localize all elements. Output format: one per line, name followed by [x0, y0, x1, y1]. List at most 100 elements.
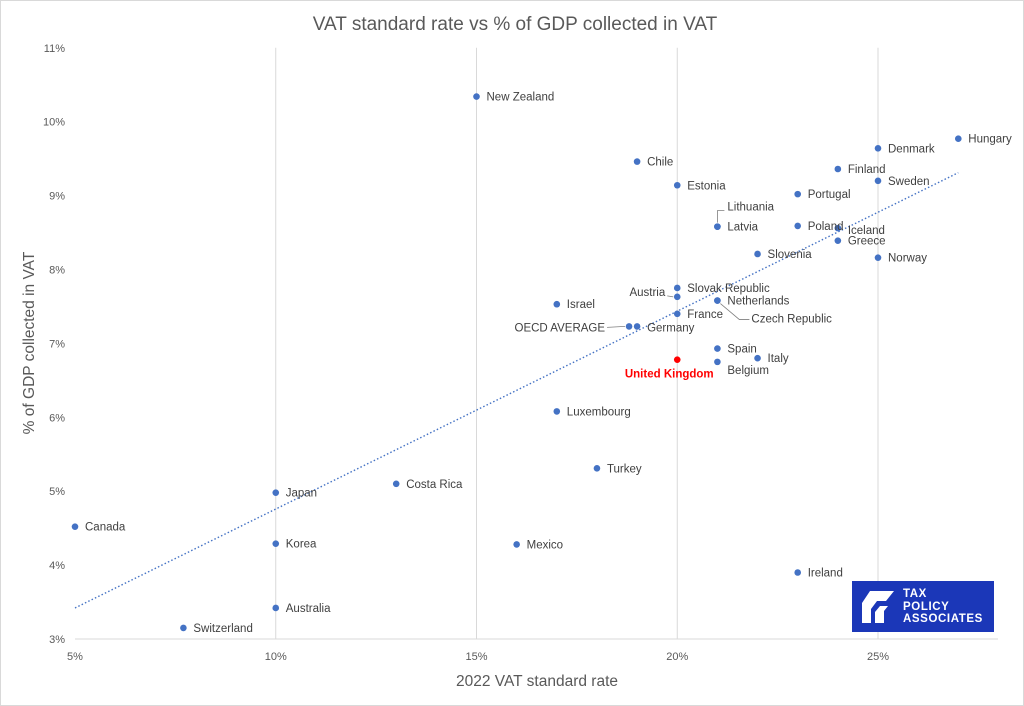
x-tick-label: 5% [67, 651, 83, 663]
data-labels: New Zealand Hungary Denmark Chile FinlandSwe… [85, 92, 1012, 635]
data-label: Canada [85, 522, 126, 534]
chart-title: VAT standard rate vs % of GDP collected … [313, 14, 718, 35]
data-label: Estonia [687, 180, 726, 192]
label-leader-line [607, 326, 626, 328]
data-point [834, 165, 842, 173]
data-label: Switzerland [193, 623, 252, 635]
x-tick-label: 15% [465, 651, 487, 663]
x-tick-label: 25% [867, 651, 889, 663]
data-label: Denmark [888, 143, 935, 155]
data-label: Costa Rica [406, 479, 463, 491]
data-point [714, 223, 721, 230]
data-point [794, 222, 801, 230]
x-tick-label: 20% [666, 651, 688, 663]
y-tick-label: 5% [49, 486, 65, 498]
y-tick-label: 3% [49, 634, 65, 646]
gridlines [275, 47, 879, 639]
data-label: Ireland [808, 567, 843, 579]
y-tick-label: 9% [49, 191, 65, 203]
y-tick-label: 11% [44, 43, 65, 55]
data-point [754, 250, 761, 258]
data-label: Poland [808, 221, 844, 233]
data-label: Luxembourg [567, 406, 631, 418]
data-point [874, 145, 882, 152]
data-label: Korea [286, 539, 317, 551]
data-point [473, 93, 480, 100]
data-point [673, 356, 681, 363]
data-label: Sweden [888, 176, 930, 188]
data-label: Israel [567, 299, 595, 311]
data-point [553, 300, 561, 308]
y-tick-label: 10% [43, 117, 65, 129]
data-point [874, 254, 882, 261]
data-label: Belgium [727, 365, 769, 377]
data-point [392, 480, 400, 488]
data-point [593, 464, 601, 472]
label-leader-line [720, 303, 750, 320]
data-point [834, 224, 842, 232]
y-tick-label: 6% [49, 412, 65, 424]
data-label: Germany [647, 322, 695, 334]
x-tick-label: 10% [265, 651, 287, 663]
data-label: Austria [629, 287, 665, 299]
data-label: Iceland [848, 225, 885, 237]
data-label: Hungary [968, 134, 1012, 146]
data-label: OECD AVERAGE [515, 322, 606, 334]
label-leader-line [667, 295, 674, 298]
label-leader-line [717, 210, 725, 223]
data-label: United Kingdom [625, 369, 714, 381]
data-label: Slovenia [768, 249, 813, 261]
y-tick-label: 7% [49, 338, 65, 350]
data-label: New Zealand [487, 92, 555, 104]
data-point [180, 624, 187, 632]
data-point [714, 297, 721, 304]
y-tick-label: 4% [49, 560, 65, 572]
y-tick-label: 8% [49, 265, 65, 277]
data-point [874, 177, 882, 185]
data-point [794, 569, 801, 576]
y-axis-title: % of GDP collected in VAT [21, 251, 38, 434]
data-label: Chile [647, 157, 673, 169]
data-point [71, 523, 79, 530]
data-label: Latvia [727, 222, 758, 234]
data-point [714, 345, 721, 352]
data-label: Australia [286, 603, 331, 615]
data-label: Spain [727, 344, 756, 356]
data-label: Mexico [527, 539, 563, 551]
data-point [633, 323, 641, 330]
logo-text: TAX POLICY ASSOCIATES [903, 588, 983, 625]
data-point [673, 293, 681, 301]
data-label: Turkey [607, 463, 642, 475]
data-point [633, 158, 641, 165]
data-label: Finland [848, 164, 886, 176]
data-point [673, 284, 681, 292]
data-point [272, 489, 280, 496]
data-point [714, 358, 721, 366]
label-leaders [607, 210, 750, 328]
data-point [794, 190, 801, 198]
data-point [513, 541, 520, 548]
data-label: Czech Republic [751, 314, 832, 326]
logo-mark-icon [862, 591, 894, 623]
data-label: Lithuania [727, 202, 774, 214]
data-label: Japan [286, 488, 317, 500]
data-point [553, 408, 561, 415]
data-label: France [687, 309, 723, 321]
data-point [754, 354, 761, 362]
axis-ticks: 5% 10% 15% 20% 25% 3% 4% 5% 6% 7% 8% 9% 10% 11% [43, 43, 889, 663]
x-axis-title: 2022 VAT standard rate [456, 673, 618, 690]
data-label: Italy [768, 353, 789, 365]
data-point [673, 310, 681, 318]
data-point [834, 237, 842, 244]
tax-policy-associates-logo: TAX POLICY ASSOCIATES [852, 581, 994, 632]
data-point [955, 135, 962, 142]
data-label: Netherlands [727, 296, 789, 308]
data-point [272, 540, 280, 547]
data-label: Slovak Republic [687, 283, 770, 295]
trendline [74, 172, 959, 609]
data-label: Portugal [808, 189, 851, 201]
data-point [673, 181, 681, 189]
data-label: Greece [848, 236, 886, 248]
data-label: Norway [888, 253, 927, 265]
